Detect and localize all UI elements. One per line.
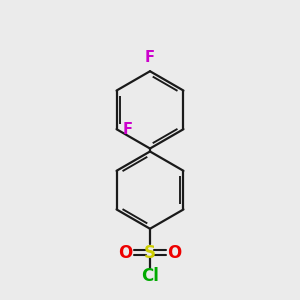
Text: O: O <box>118 244 133 262</box>
Text: Cl: Cl <box>141 267 159 285</box>
Text: F: F <box>145 50 155 65</box>
Text: F: F <box>123 122 133 137</box>
Text: S: S <box>144 244 156 262</box>
Text: O: O <box>167 244 182 262</box>
